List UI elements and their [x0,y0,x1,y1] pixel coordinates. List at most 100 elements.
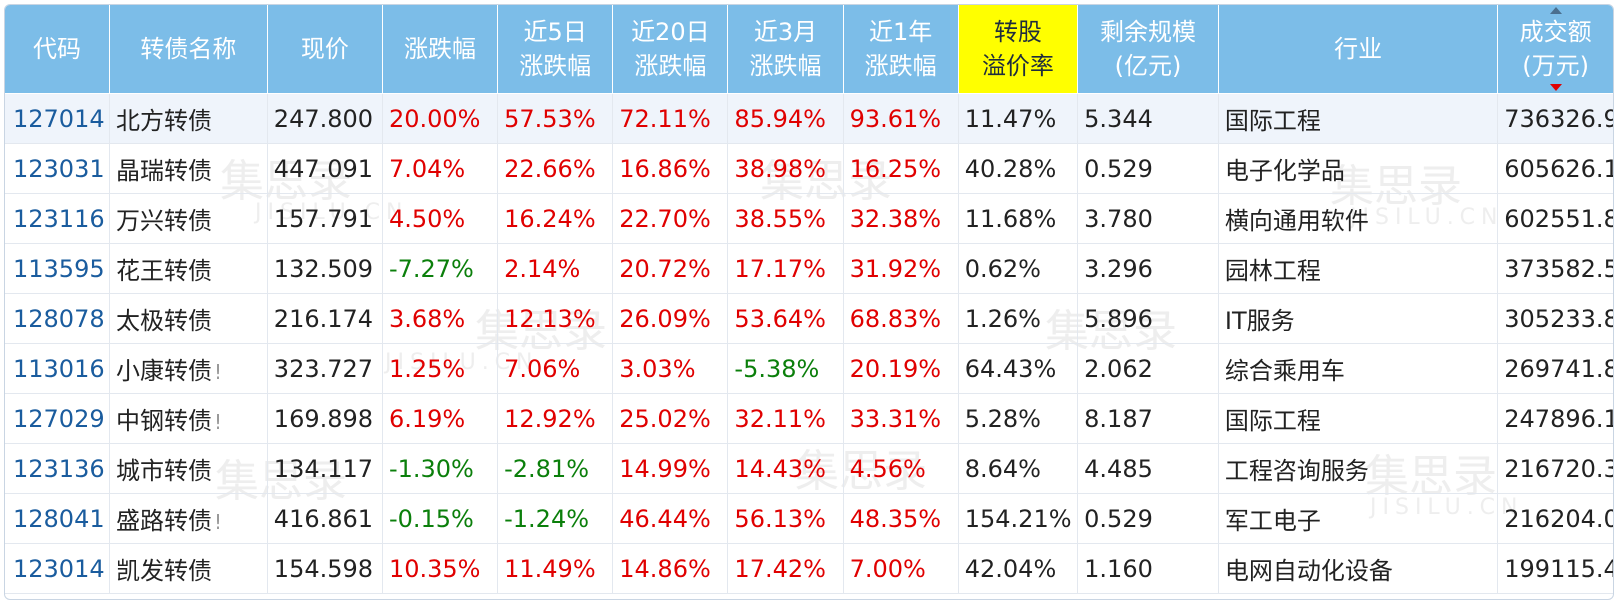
cell-code[interactable]: 123136 [5,443,110,494]
cell-1y-change: 93.61% [843,93,959,144]
cell-5d-change: 12.92% [497,393,614,444]
column-header-name[interactable]: 转债名称 [109,5,268,94]
cell-1y-change-text: 33.31% [849,404,942,433]
column-header-label: 涨跌幅 [519,52,592,80]
cell-bond-name[interactable]: 中钢转债! [109,393,268,444]
cell-industry: 综合乘用车 [1218,343,1499,394]
cell-turnover: 602551.81 [1497,193,1613,244]
table-row[interactable]: 128078 太极转债 216.174 3.68% 12.13% 26.09% 53.64%… [5,293,1613,344]
cell-20d-change-text: 14.99% [619,454,711,483]
cell-change-text: 3.68% [388,304,466,333]
cell-bond-name[interactable]: 太极转债 [109,293,268,344]
cell-code[interactable]: 123031 [5,143,110,194]
cell-code[interactable]: 127014 [5,93,110,144]
cell-code[interactable]: 128078 [5,293,110,344]
cell-turnover-text: 216720.31 [1504,454,1613,483]
sort-descending-icon[interactable] [1549,84,1562,91]
cell-price-text: 154.598 [273,554,374,583]
cell-20d-change: 14.99% [612,443,729,494]
cell-3m-change-text: 17.42% [734,554,826,583]
cell-20d-change: 26.09% [612,293,729,344]
cell-bond-name[interactable]: 花王转债 [109,243,268,294]
cell-code[interactable]: 127029 [5,393,110,444]
table-row[interactable]: 127014 北方转债 247.800 20.00% 57.53% 72.11% 85.94… [5,93,1613,144]
cell-bond-name[interactable]: 凯发转债 [109,543,268,594]
cell-3m-change-text: 17.17% [734,254,826,283]
cell-conversion-premium: 11.68% [958,193,1079,244]
table-row[interactable]: 123116 万兴转债 157.791 4.50% 16.24% 22.70% 38.55%… [5,193,1613,244]
column-header-conversion-premium[interactable]: 转股 溢价率 [958,5,1079,94]
table-row[interactable]: 123031 晶瑞转债 447.091 7.04% 22.66% 16.86% 38.98%… [5,143,1613,194]
table-row[interactable]: 113016 小康转债! 323.727 1.25% 7.06% 3.03% -5.38% 2… [5,343,1613,394]
cell-price: 247.800 [267,93,383,144]
cell-conversion-premium-text: 0.62% [964,254,1041,283]
cell-bond-name[interactable]: 小康转债! [109,343,268,394]
cell-code[interactable]: 123116 [5,193,110,244]
cell-change-text: 20.00% [388,104,481,133]
cell-remaining-size-text: 3.296 [1084,254,1153,283]
cell-bond-name[interactable]: 北方转债 [109,93,268,144]
table-row[interactable]: 123014 凯发转债 154.598 10.35% 11.49% 14.86% 17.42… [5,543,1613,594]
cell-bond-name[interactable]: 万兴转债 [109,193,268,244]
cell-price: 157.791 [267,193,383,244]
cell-20d-change-text: 16.86% [619,154,711,183]
cell-change: 1.25% [382,343,499,394]
cell-price: 169.898 [267,393,383,444]
table-row[interactable]: 128041 盛路转债! 416.861 -0.15% -1.24% 46.44% 56.1… [5,493,1613,544]
column-header-label: 转债名称 [140,35,237,63]
cell-code[interactable]: 128041 [5,493,110,544]
cell-5d-change: 11.49% [497,543,614,594]
cell-bond-name[interactable]: 盛路转债! [109,493,268,544]
cell-industry-text: 综合乘用车 [1224,357,1345,385]
column-header-20d-change[interactable]: 近20日 涨跌幅 [612,5,729,94]
cell-20d-change: 25.02% [612,393,729,444]
cell-conversion-premium-text: 154.21% [964,504,1072,533]
cell-code[interactable]: 123014 [5,543,110,594]
sort-ascending-icon[interactable] [1549,7,1562,14]
cell-code[interactable]: 113016 [5,343,110,394]
cell-bond-name[interactable]: 城市转债 [109,443,268,494]
cell-price-text: 323.727 [273,354,374,383]
cell-20d-change-text: 72.11% [619,104,711,133]
cell-5d-change-text: -1.24% [504,504,590,533]
cell-industry-text: 园林工程 [1224,257,1321,285]
column-header-turnover[interactable]: 成交额 (万元) [1497,5,1613,94]
table-row[interactable]: 123136 城市转债 134.117 -1.30% -2.81% 14.99% 14.43… [5,443,1613,494]
cell-1y-change-text: 16.25% [849,154,942,183]
cell-remaining-size: 2.062 [1077,343,1219,394]
column-header-code[interactable]: 代码 [5,5,110,94]
column-header-remaining-size[interactable]: 剩余规模 (亿元) [1077,5,1219,94]
cell-turnover-text: 736326.95 [1504,104,1613,133]
cell-price-text: 416.861 [273,504,374,533]
column-header-label: 涨跌幅 [749,52,822,80]
cell-3m-change: 53.64% [727,293,844,344]
cell-change: 6.19% [382,393,499,444]
cell-5d-change: -2.81% [497,443,614,494]
column-header-5d-change[interactable]: 近5日 涨跌幅 [497,5,614,94]
cell-change-text: -1.30% [388,454,474,483]
column-header-industry[interactable]: 行业 [1218,5,1499,94]
cell-5d-change: 57.53% [497,93,614,144]
cell-5d-change-text: 57.53% [504,104,596,133]
cell-conversion-premium: 1.26% [958,293,1079,344]
cell-remaining-size-text: 4.485 [1084,454,1153,483]
cell-industry: 工程咨询服务 [1218,443,1499,494]
column-header-3m-change[interactable]: 近3月 涨跌幅 [727,5,844,94]
table-row[interactable]: 127029 中钢转债! 169.898 6.19% 12.92% 25.02% 32.11… [5,393,1613,444]
cell-20d-change-text: 46.44% [619,504,711,533]
cell-code[interactable]: 113595 [5,243,110,294]
column-header-change[interactable]: 涨跌幅 [382,5,499,94]
cell-5d-change-text: -2.81% [504,454,590,483]
cell-industry: 军工电子 [1218,493,1499,544]
table-body: 127014 北方转债 247.800 20.00% 57.53% 72.11% 85.94… [5,93,1613,594]
column-header-1y-change[interactable]: 近1年 涨跌幅 [843,5,959,94]
cell-1y-change: 32.38% [843,193,959,244]
cell-change: 20.00% [382,93,499,144]
cell-industry: 园林工程 [1218,243,1499,294]
table-row[interactable]: 113595 花王转债 132.509 -7.27% 2.14% 20.72% 17.17%… [5,243,1613,294]
cell-change-text: -0.15% [388,504,474,533]
cell-change: -7.27% [382,243,499,294]
cell-bond-name[interactable]: 晶瑞转债 [109,143,268,194]
column-header-price[interactable]: 现价 [267,5,383,94]
cell-5d-change-text: 16.24% [504,204,596,233]
